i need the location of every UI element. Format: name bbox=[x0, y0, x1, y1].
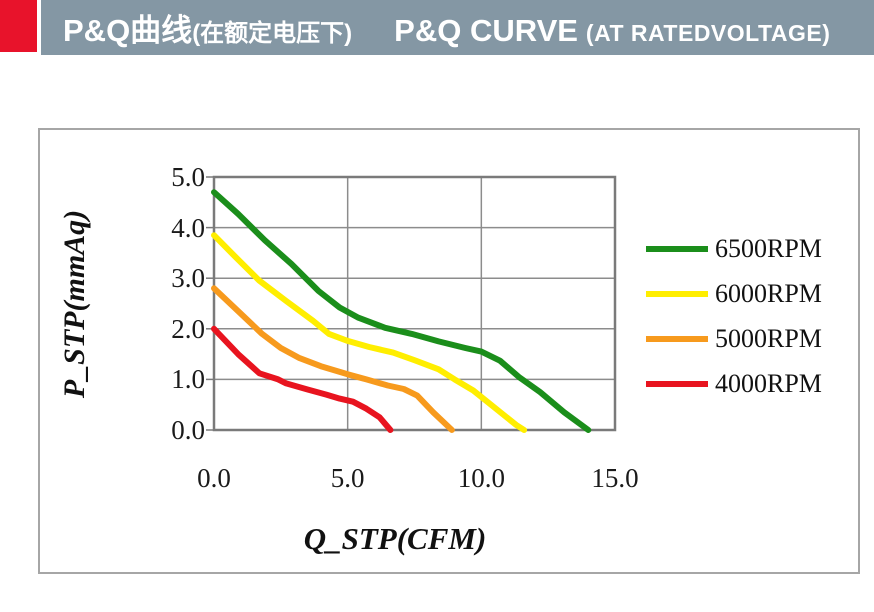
header-bar: P&Q曲线 (在额定电压下) P&Q CURVE (AT RATEDVOLTAG… bbox=[41, 0, 874, 55]
x-tick-label: 5.0 bbox=[330, 463, 365, 493]
plot-canvas bbox=[206, 175, 617, 433]
curve-6500rpm bbox=[211, 189, 592, 433]
y-tick-label: 1.0 bbox=[171, 364, 205, 395]
legend-label: 4000RPM bbox=[715, 369, 822, 398]
legend-label: 5000RPM bbox=[715, 324, 822, 353]
legend-item-5000rpm: 5000RPM bbox=[646, 324, 822, 354]
y-tick-label: 5.0 bbox=[171, 162, 205, 192]
curve-6000rpm bbox=[211, 232, 528, 433]
x-tick-label: 10.0 bbox=[457, 463, 505, 493]
y-tick-label: 3.0 bbox=[171, 263, 205, 294]
legend-line-icon bbox=[646, 291, 708, 297]
page-title: P&Q曲线 (在额定电压下) P&Q CURVE (AT RATEDVOLTAG… bbox=[63, 5, 830, 50]
page-title-zh: P&Q曲线 bbox=[63, 13, 193, 48]
curve-5000rpm bbox=[211, 285, 455, 433]
legend-item-6000rpm: 6000RPM bbox=[646, 279, 822, 309]
legend-line-icon bbox=[646, 381, 708, 387]
page-title-en: P&Q CURVE bbox=[394, 13, 578, 48]
y-tick-label: 2.0 bbox=[171, 313, 205, 344]
pq-curve-chart: 5.0 4.0 3.0 2.0 1.0 0.0 0.0 5.0 10.0 15.0 P_STP(m… bbox=[38, 128, 860, 574]
legend-item-6500rpm: 6500RPM bbox=[646, 234, 822, 264]
legend-item-4000rpm: 4000RPM bbox=[646, 369, 822, 399]
page-title-en-paren: (AT RATEDVOLTAGE) bbox=[585, 20, 831, 46]
x-tick-label: 15.0 bbox=[591, 463, 639, 493]
legend-line-icon bbox=[646, 336, 708, 342]
y-axis-title: P_STP(mmAq) bbox=[58, 209, 91, 399]
x-tick-label: 0.0 bbox=[197, 463, 231, 493]
page-title-zh-paren: (在额定电压下) bbox=[192, 20, 353, 47]
legend-label: 6000RPM bbox=[715, 279, 822, 308]
curve-4000rpm bbox=[211, 325, 394, 433]
header-accent-block bbox=[0, 0, 37, 52]
y-tick-label: 4.0 bbox=[171, 212, 205, 243]
y-tick-label: 0.0 bbox=[171, 415, 205, 445]
x-axis-title: Q_STP(CFM) bbox=[303, 521, 487, 556]
legend-label: 6500RPM bbox=[715, 234, 822, 263]
legend-line-icon bbox=[646, 246, 708, 252]
plot-border bbox=[212, 175, 617, 432]
